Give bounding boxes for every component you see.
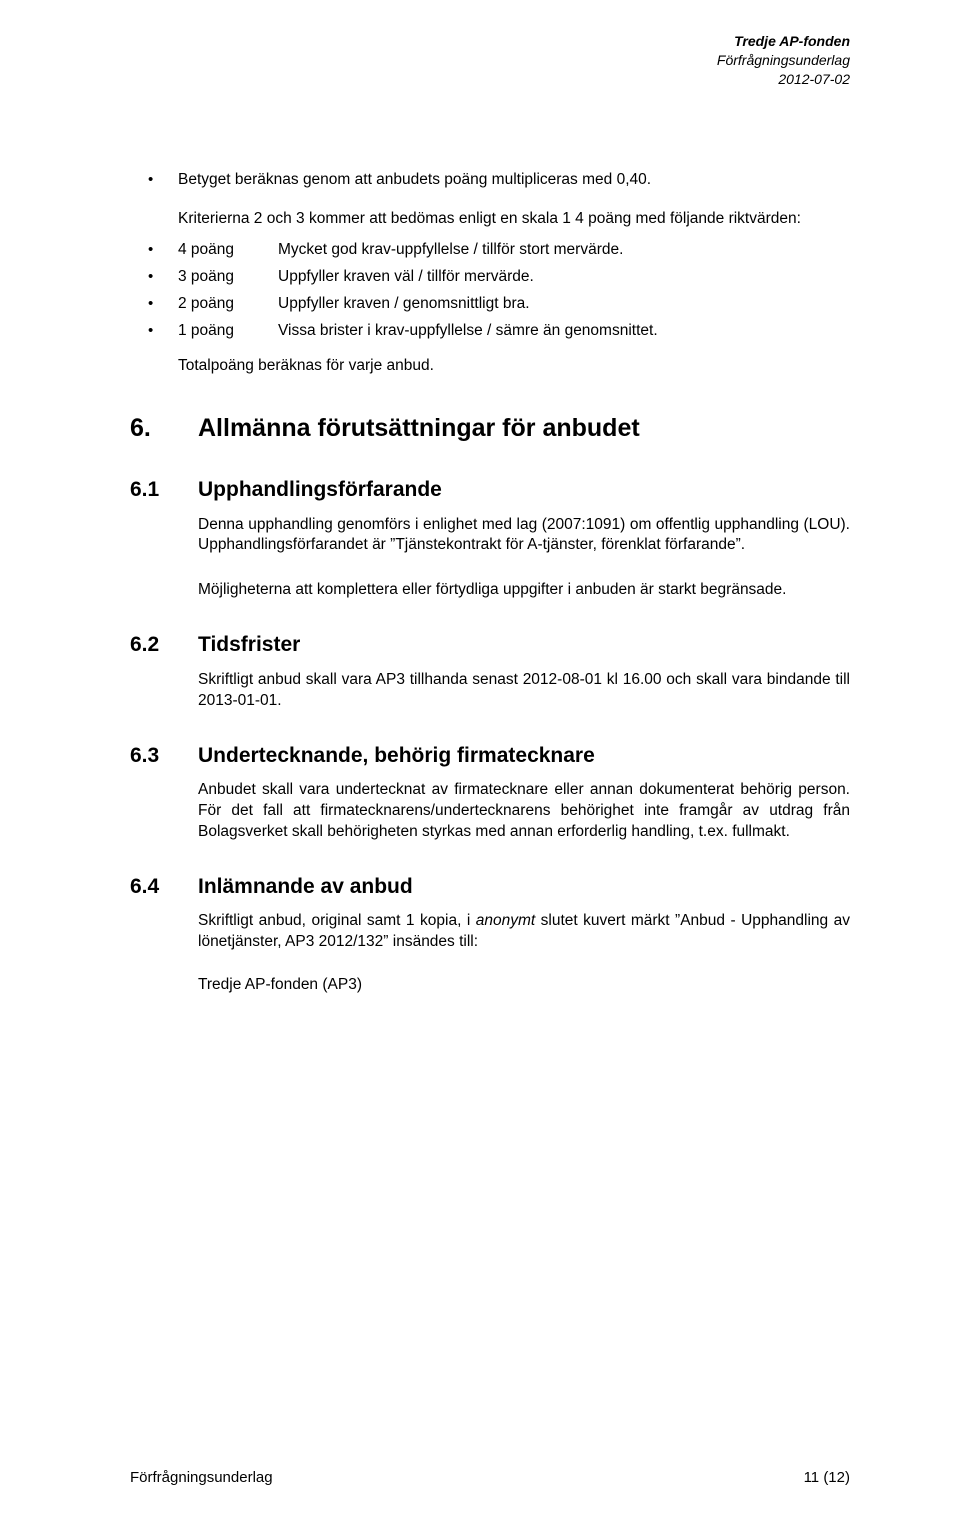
heading-num: 6.2 <box>130 631 198 659</box>
point-label: 1 poäng <box>178 321 278 342</box>
point-row: 3 poäng Uppfyller kraven väl / tillför m… <box>130 267 850 288</box>
footer-right: 11 (12) <box>804 1469 850 1486</box>
intro-bullet: Betyget beräknas genom att anbudets poän… <box>130 170 850 191</box>
total-line: Totalpoäng beräknas för varje anbud. <box>178 356 850 377</box>
heading-num: 6.4 <box>130 873 198 901</box>
heading-num: 6.3 <box>130 742 198 770</box>
paragraph: Skriftligt anbud skall vara AP3 tillhand… <box>198 670 850 712</box>
point-row: 2 poäng Uppfyller kraven / genomsnittlig… <box>130 294 850 315</box>
heading-num: 6. <box>130 412 198 446</box>
paragraph: Anbudet skall vara undertecknat av firma… <box>198 780 850 843</box>
page-header: Tredje AP-fonden Förfrågningsunderlag 20… <box>717 32 850 89</box>
heading-title: Inlämnande av anbud <box>198 873 413 901</box>
heading-title: Undertecknande, behörig firmatecknare <box>198 742 595 770</box>
point-label: 2 poäng <box>178 294 278 315</box>
points-list: 4 poäng Mycket god krav-uppfyllelse / ti… <box>130 240 850 342</box>
heading-6: 6. Allmänna förutsättningar för anbudet <box>130 412 850 446</box>
header-date: 2012-07-02 <box>717 70 850 89</box>
point-label: 4 poäng <box>178 240 278 261</box>
point-row: 4 poäng Mycket god krav-uppfyllelse / ti… <box>130 240 850 261</box>
point-label: 3 poäng <box>178 267 278 288</box>
heading-6-2: 6.2 Tidsfrister <box>130 631 850 659</box>
criteria-intro: Kriterierna 2 och 3 kommer att bedömas e… <box>178 209 850 230</box>
paragraph: Skriftligt anbud, original samt 1 kopia,… <box>198 911 850 953</box>
heading-6-1: 6.1 Upphandlingsförfarande <box>130 476 850 504</box>
heading-6-3: 6.3 Undertecknande, behörig firmatecknar… <box>130 742 850 770</box>
heading-6-4: 6.4 Inlämnande av anbud <box>130 873 850 901</box>
paragraph: Denna upphandling genomförs i enlighet m… <box>198 515 850 557</box>
page-footer: Förfrågningsunderlag 11 (12) <box>130 1469 850 1486</box>
header-doc-type: Förfrågningsunderlag <box>717 51 850 70</box>
heading-num: 6.1 <box>130 476 198 504</box>
document-page: Tredje AP-fonden Förfrågningsunderlag 20… <box>0 0 960 1520</box>
heading-title: Allmänna förutsättningar för anbudet <box>198 412 640 446</box>
footer-left: Förfrågningsunderlag <box>130 1469 273 1486</box>
header-org: Tredje AP-fonden <box>717 32 850 51</box>
point-row: 1 poäng Vissa brister i krav-uppfyllelse… <box>130 321 850 342</box>
heading-title: Tidsfrister <box>198 631 300 659</box>
point-desc: Mycket god krav-uppfyllelse / tillför st… <box>278 240 850 261</box>
heading-title: Upphandlingsförfarande <box>198 476 442 504</box>
page-content: Betyget beräknas genom att anbudets poän… <box>130 40 850 996</box>
point-desc: Uppfyller kraven väl / tillför mervärde. <box>278 267 850 288</box>
point-desc: Uppfyller kraven / genomsnittligt bra. <box>278 294 850 315</box>
paragraph: Möjligheterna att komplettera eller fört… <box>198 580 850 601</box>
paragraph: Tredje AP-fonden (AP3) <box>198 975 850 996</box>
intro-bullet-list: Betyget beräknas genom att anbudets poän… <box>130 170 850 191</box>
point-desc: Vissa brister i krav-uppfyllelse / sämre… <box>278 321 850 342</box>
